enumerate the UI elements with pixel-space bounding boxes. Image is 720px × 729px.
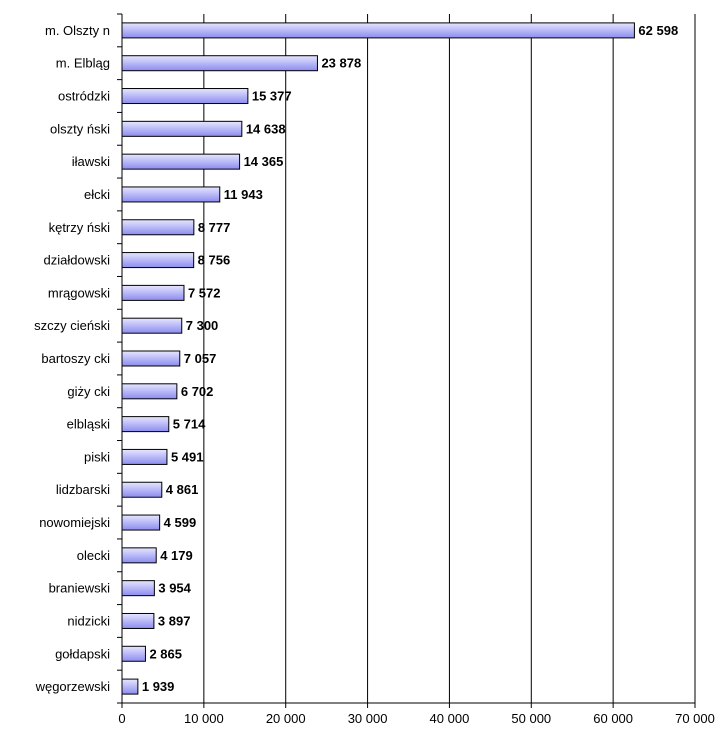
axes: [117, 13, 696, 708]
value-label: 5 714: [173, 417, 206, 432]
bar: [121, 580, 155, 597]
value-label: 62 598: [638, 23, 678, 38]
value-label: 3 954: [158, 581, 191, 596]
value-label: 6 702: [181, 384, 214, 399]
category-label: szczy cieński: [34, 318, 110, 333]
category-label: mrągowski: [48, 285, 110, 300]
category-label: iławski: [72, 154, 110, 169]
labels: m. Olszty n 62 598 m. Elbląg 23 878 ostródzk…: [34, 23, 715, 726]
value-label: 2 865: [149, 646, 182, 661]
x-tick-label: 70 000: [675, 711, 715, 726]
grid-lines: [203, 14, 696, 703]
value-label: 1 939: [142, 679, 175, 694]
bar: [121, 55, 318, 72]
x-tick-label: 60 000: [593, 711, 633, 726]
value-label: 7 057: [184, 351, 217, 366]
category-label: gołdapski: [55, 646, 110, 661]
bar: [121, 153, 241, 170]
category-label: nowomiejski: [39, 515, 110, 530]
value-label: 4 599: [164, 515, 197, 530]
bar: [121, 284, 185, 301]
value-label: 7 300: [186, 318, 219, 333]
bar: [121, 448, 168, 465]
x-tick-label: 30 000: [348, 711, 388, 726]
value-label: 14 638: [246, 121, 286, 136]
bar: [121, 612, 155, 629]
category-label: nidzicki: [67, 613, 110, 628]
bar: [121, 252, 195, 269]
category-label: piski: [84, 449, 110, 464]
category-label: olecki: [77, 548, 110, 563]
category-label: lidzbarski: [56, 482, 110, 497]
value-label: 8 756: [198, 253, 231, 268]
x-tick-label: 0: [118, 711, 125, 726]
value-label: 4 179: [160, 548, 193, 563]
x-tick-label: 40 000: [430, 711, 470, 726]
value-label: 3 897: [158, 613, 191, 628]
bar: [121, 88, 249, 105]
bar: [121, 350, 181, 367]
bar: [121, 219, 195, 236]
value-label: 11 943: [224, 187, 263, 202]
category-label: węgorzewski: [35, 679, 111, 694]
bar: [121, 317, 183, 334]
bar: [121, 678, 139, 695]
x-tick-label: 10 000: [184, 711, 224, 726]
bar: [121, 645, 146, 662]
bar: [121, 120, 243, 137]
bar: [121, 514, 161, 531]
category-label: m. Olszty n: [45, 23, 110, 38]
category-label: ełcki: [84, 187, 110, 202]
bar: [121, 186, 221, 203]
category-label: m. Elbląg: [56, 56, 110, 71]
x-tick-label: 20 000: [266, 711, 306, 726]
category-label: ostródzki: [58, 89, 110, 104]
value-label: 4 861: [166, 482, 199, 497]
value-label: 14 365: [244, 154, 284, 169]
bars: [121, 22, 635, 695]
category-label: braniewski: [49, 581, 111, 596]
value-label: 15 377: [252, 89, 292, 104]
x-tick-label: 50 000: [511, 711, 551, 726]
bar: [121, 481, 163, 498]
bar: [121, 416, 170, 433]
category-label: bartoszy cki: [41, 351, 110, 366]
value-label: 7 572: [188, 285, 221, 300]
category-label: giży cki: [67, 384, 110, 399]
bar: [121, 383, 178, 400]
category-label: działdowski: [44, 253, 111, 268]
category-label: elbląski: [67, 417, 110, 432]
bar: [121, 22, 635, 39]
value-label: 23 878: [321, 56, 361, 71]
bar: [121, 547, 157, 564]
category-label: olszty ński: [50, 121, 110, 136]
category-label: kętrzy ński: [49, 220, 111, 235]
value-label: 5 491: [171, 449, 204, 464]
value-label: 8 777: [198, 220, 231, 235]
